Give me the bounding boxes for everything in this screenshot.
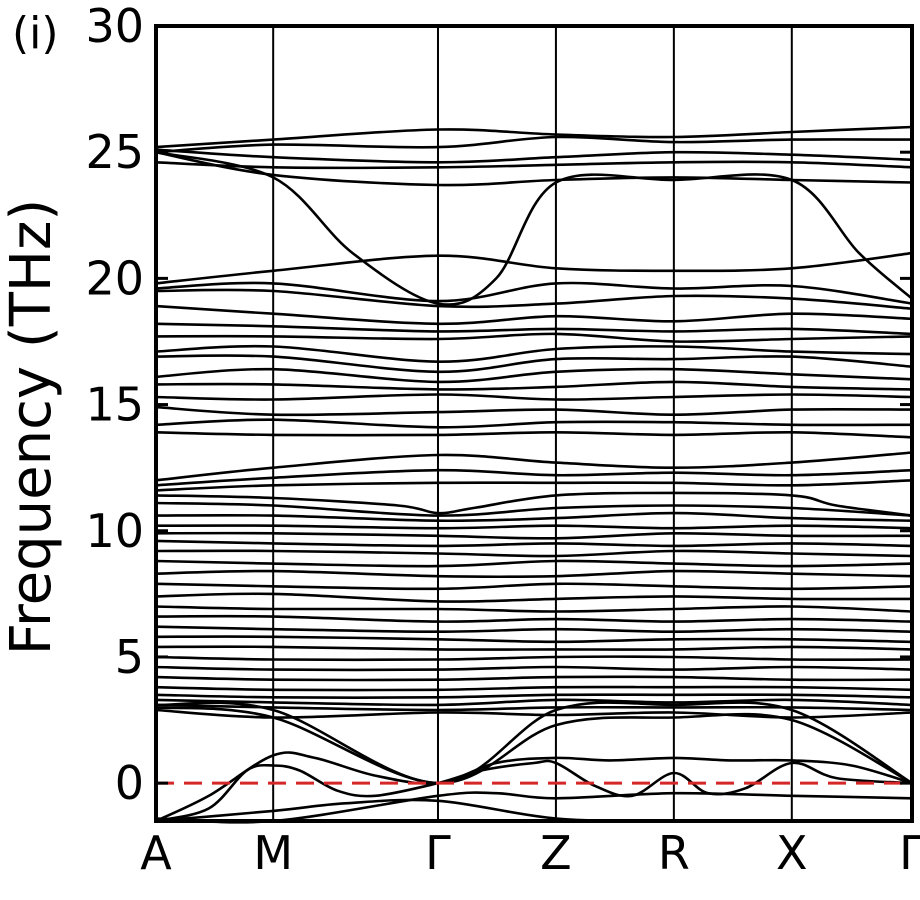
y-tick-label: 20 [85,251,144,305]
band-line-21 [154,451,914,482]
panel-label: (i) [12,8,59,59]
band-line-38 [154,635,914,644]
band-line-42 [154,675,914,682]
band-line-36 [154,614,914,623]
band-line-35 [154,605,914,613]
band-line-4 [154,160,914,170]
y-tick-label: 25 [85,125,144,179]
band-line-45 [154,698,914,707]
phonon-bands [154,125,914,824]
band-line-39 [154,645,914,651]
band-line-18 [154,405,914,417]
band-line-14 [154,354,914,374]
band-line-15 [154,367,914,384]
band-line-26 [154,511,914,523]
kpoint-label: R [658,826,690,880]
kpoint-label: A [140,826,172,880]
band-line-52 [154,798,914,823]
y-axis-label: Frequency (THz) [0,199,64,656]
y-axis-ticks: 0 5 10 15 20 25 30 [85,0,912,810]
band-line-49 [154,701,914,785]
band-line-2 [154,135,914,154]
band-line-33 [154,582,914,591]
kpoint-label: Γ [425,826,451,880]
band-line-44 [154,693,914,699]
band-line-24 [154,491,914,517]
band-line-27 [154,524,914,530]
band-line-8 [154,281,914,305]
band-line-37 [154,625,914,633]
band-line-9 [154,288,914,310]
y-tick-label: 5 [115,630,144,684]
band-line-20 [154,430,914,439]
band-line-19 [154,418,914,429]
band-line-11 [154,322,914,336]
band-line-6 [154,150,914,306]
band-line-3 [154,148,914,164]
band-line-46 [154,703,914,712]
band-line-29 [154,539,914,548]
kpoint-label: Z [540,826,572,880]
band-line-25 [154,501,914,517]
plot-frame [154,24,914,823]
band-line-34 [154,592,914,603]
band-line-40 [154,655,914,662]
band-line-10 [154,304,914,326]
kpoint-label: M [253,826,293,880]
y-tick-label: 30 [85,0,144,53]
y-tick-label: 0 [115,756,144,810]
band-line-50 [154,751,914,823]
y-tick-label: 10 [85,504,144,558]
band-line-17 [154,393,914,401]
band-line-16 [154,380,914,391]
band-line-51 [154,759,914,823]
y-tick-label: 15 [85,378,144,432]
band-line-30 [154,549,914,558]
kpoint-label: Γ [899,826,920,880]
band-line-41 [154,665,914,672]
band-line-31 [154,559,914,568]
band-line-12 [154,332,914,343]
band-line-48 [154,706,914,785]
band-line-13 [154,344,914,364]
band-line-22 [154,468,914,487]
band-line-1 [154,125,914,149]
band-line-32 [154,569,914,579]
band-line-23 [154,479,914,492]
band-line-28 [154,531,914,540]
band-line-53 [154,791,914,824]
band-line-7 [154,251,914,285]
band-line-43 [154,685,914,692]
kpoint-label: X [776,826,808,880]
